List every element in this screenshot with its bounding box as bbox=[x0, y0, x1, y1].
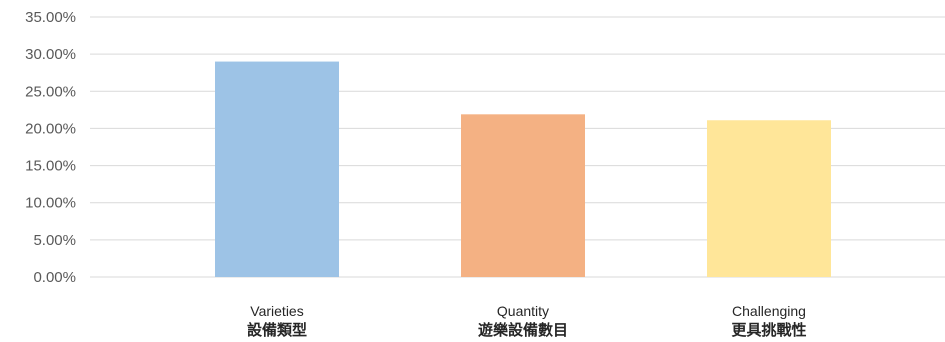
y-tick-label: 5.00% bbox=[33, 232, 76, 249]
x-axis-category-labels: Varieties 設備類型 Quantity 遊樂設備數目 Challenging 更具… bbox=[247, 303, 807, 339]
y-axis-tick-labels: 0.00% 5.00% 10.00% 15.00% 20.00% 25.00% 30.00%… bbox=[25, 9, 76, 286]
x-category-sublabel: 更具挑戰性 bbox=[731, 321, 806, 339]
y-tick-label: 30.00% bbox=[25, 46, 76, 63]
bar-challenging bbox=[707, 120, 831, 277]
x-category-sublabel: 遊樂設備數目 bbox=[478, 321, 568, 339]
x-category-label: Quantity bbox=[497, 303, 549, 319]
bar-varieties bbox=[215, 61, 339, 278]
x-category-sublabel: 設備類型 bbox=[247, 321, 307, 339]
y-tick-label: 20.00% bbox=[25, 120, 76, 137]
x-category-label: Varieties bbox=[250, 303, 303, 319]
y-tick-label: 35.00% bbox=[25, 9, 76, 26]
y-tick-label: 25.00% bbox=[25, 83, 76, 100]
y-tick-label: 15.00% bbox=[25, 158, 76, 175]
x-category-label: Challenging bbox=[732, 303, 806, 319]
y-tick-label: 10.00% bbox=[25, 195, 76, 212]
bar-quantity bbox=[461, 114, 585, 277]
y-tick-label: 0.00% bbox=[33, 269, 76, 286]
bars bbox=[215, 61, 831, 278]
